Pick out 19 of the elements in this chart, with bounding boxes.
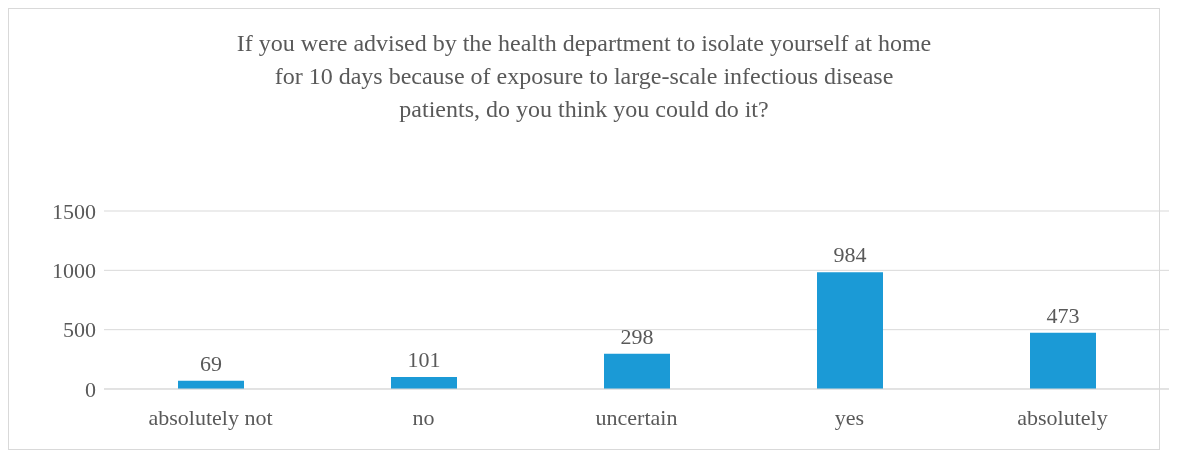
y-tick-label: 1500 bbox=[52, 198, 96, 224]
chart-title: If you were advised by the health department to isolate yourself at home for 10 days because of exposure to large-scale infectious disease patients, do you think you could do it? bbox=[235, 29, 933, 124]
data-label: 473 bbox=[1046, 302, 1080, 328]
data-label: 298 bbox=[620, 323, 654, 349]
y-tick-label: 1000 bbox=[52, 258, 96, 284]
bar bbox=[391, 377, 457, 389]
x-tick-label: yes bbox=[834, 404, 865, 430]
bar bbox=[817, 272, 883, 389]
data-label: 69 bbox=[200, 350, 222, 376]
bar bbox=[604, 353, 670, 389]
bar bbox=[1030, 332, 1096, 389]
x-tick-label: absolutely bbox=[1017, 404, 1108, 430]
y-tick-label: 500 bbox=[63, 317, 96, 343]
y-tick-label: 0 bbox=[85, 376, 96, 402]
x-tick-label: no bbox=[412, 404, 435, 430]
data-label: 101 bbox=[407, 347, 441, 373]
data-label: 984 bbox=[833, 242, 867, 268]
x-tick-label: uncertain bbox=[595, 404, 678, 430]
x-tick-label: absolutely not bbox=[148, 404, 273, 430]
